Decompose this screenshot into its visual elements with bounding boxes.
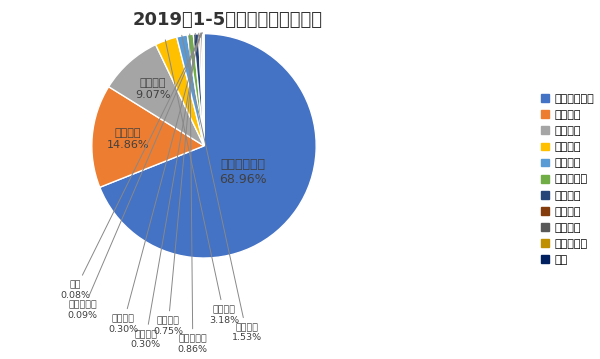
Text: 福田汽车
0.75%: 福田汽车 0.75%: [153, 33, 195, 336]
Text: 北汽制造厂
0.86%: 北汽制造厂 0.86%: [178, 34, 208, 354]
Text: 2019年1-5月微客市场企业份额: 2019年1-5月微客市场企业份额: [133, 11, 323, 29]
Text: 东风集团
9.07%: 东风集团 9.07%: [135, 78, 171, 100]
Text: 重庆长安
3.18%: 重庆长安 3.18%: [166, 40, 239, 325]
Wedge shape: [199, 34, 204, 146]
Text: 北汽银翔
0.30%: 北汽银翔 0.30%: [108, 33, 201, 334]
Wedge shape: [193, 34, 204, 146]
Wedge shape: [155, 37, 204, 146]
Legend: 上汽通用五菱, 金杯汽车, 东风集团, 重庆长安, 奇瑞汽车, 北汽制造厂, 福田汽车, 一汽集团, 北汽银翔, 力帆乘用车, 其他: 上汽通用五菱, 金杯汽车, 东风集团, 重庆长安, 奇瑞汽车, 北汽制造厂, 福…: [541, 94, 595, 265]
Wedge shape: [109, 45, 204, 146]
Wedge shape: [100, 34, 316, 258]
Text: 一汽集团
0.30%: 一汽集团 0.30%: [131, 33, 199, 349]
Text: 金杯汽车
14.86%: 金杯汽车 14.86%: [107, 129, 149, 150]
Wedge shape: [200, 34, 204, 146]
Text: 上汽通用五菱
68.96%: 上汽通用五菱 68.96%: [219, 158, 267, 186]
Wedge shape: [187, 34, 204, 146]
Text: 奇瑞汽车
1.53%: 奇瑞汽车 1.53%: [182, 35, 262, 342]
Wedge shape: [177, 35, 204, 146]
Wedge shape: [92, 87, 204, 187]
Text: 其他
0.08%: 其他 0.08%: [60, 33, 202, 300]
Wedge shape: [203, 34, 204, 146]
Text: 力帆乘用车
0.09%: 力帆乘用车 0.09%: [68, 33, 202, 320]
